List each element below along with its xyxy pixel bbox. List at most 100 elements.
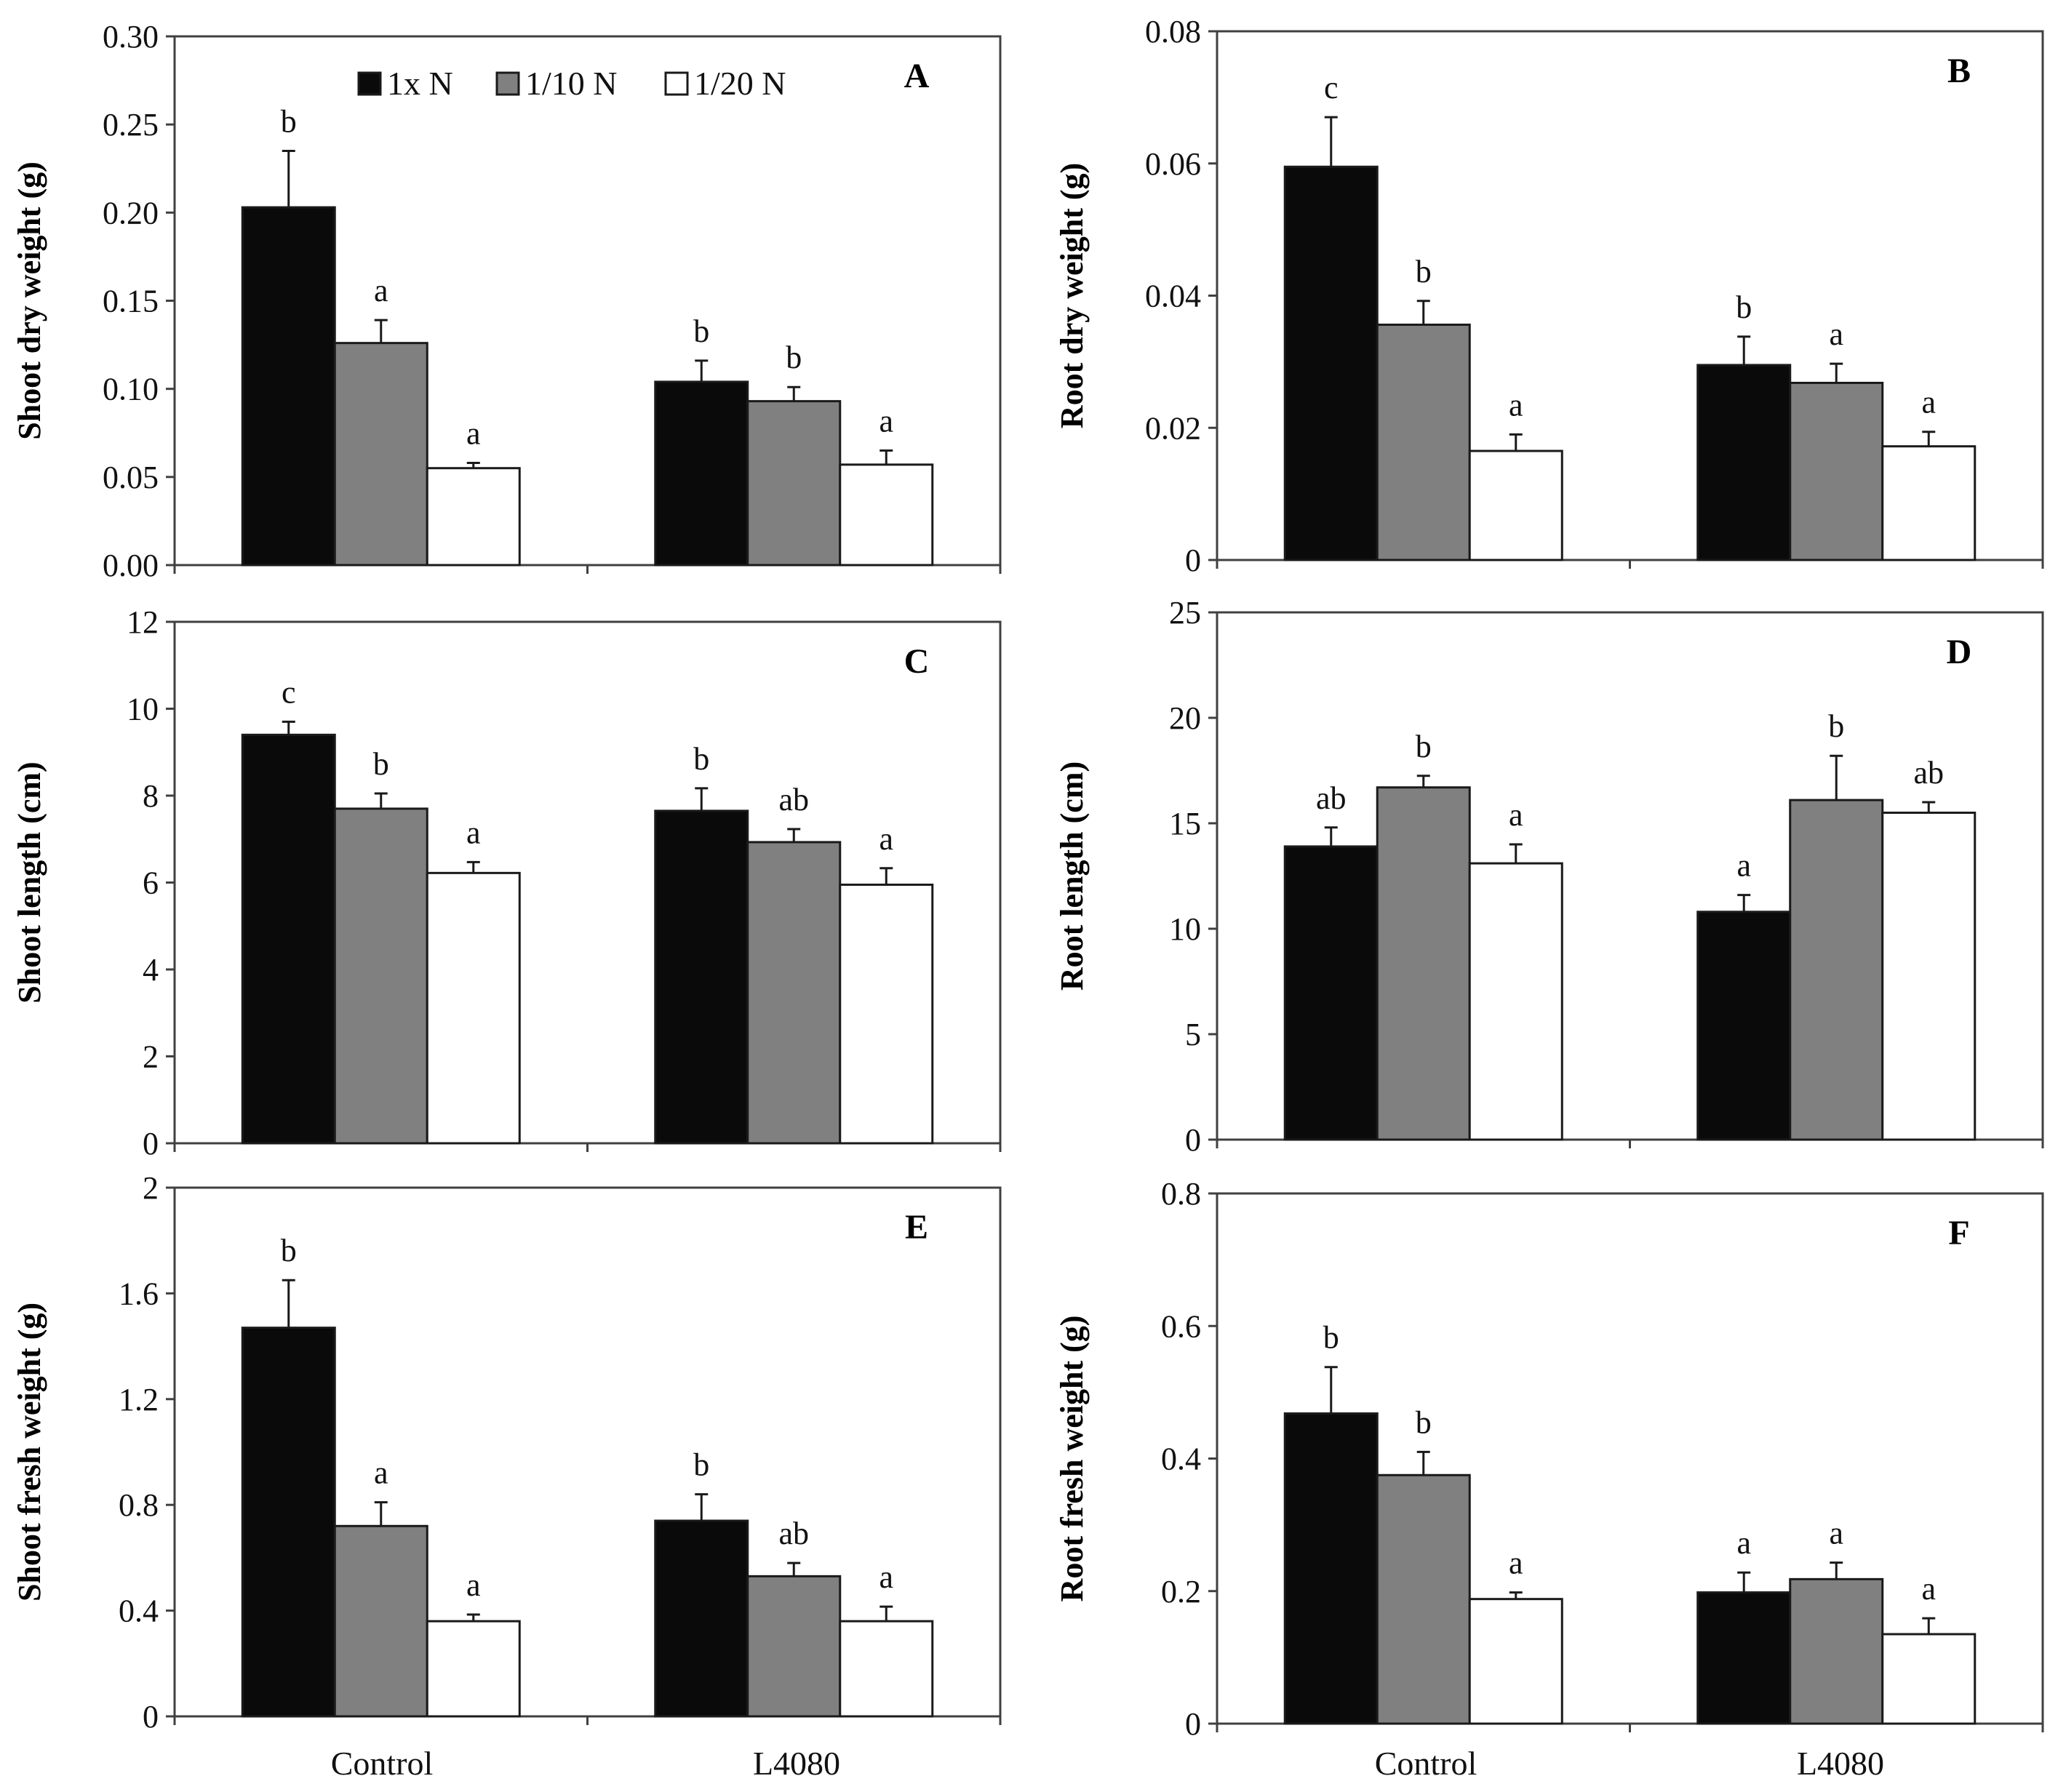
panel-d-significance-letter: ab — [1913, 755, 1944, 791]
panel-c-significance-letter: b — [693, 741, 709, 777]
panel-e-y-tick-label: 1.2 — [119, 1382, 159, 1417]
panel-c-letter: C — [904, 642, 930, 681]
panel-e-y-tick-label: 1.6 — [119, 1276, 159, 1311]
panel-f-significance-letter: a — [1921, 1571, 1936, 1607]
panel-d-bar — [1696, 911, 1792, 1141]
panel-d-y-tick-label: 20 — [1169, 700, 1201, 736]
panel-b-significance-letter: a — [1509, 387, 1523, 423]
panel-f-significance-letter: a — [1736, 1525, 1751, 1561]
panel-b-y-tick-label: 0.04 — [1145, 279, 1201, 314]
panel-f-bar — [1789, 1577, 1884, 1725]
panel-d-y-axis-title: Root length (cm) — [1054, 761, 1090, 991]
panel-e-significance-letter: a — [879, 1559, 893, 1595]
panel-b-bar — [1376, 323, 1471, 561]
panel-f-y-tick-label: 0.4 — [1161, 1441, 1201, 1477]
panel-f-significance-letter: a — [1509, 1545, 1523, 1581]
panel-c-y-tick-label: 12 — [127, 604, 159, 640]
panel-c-bar — [426, 871, 521, 1145]
panel-b-significance-letter: a — [1921, 385, 1936, 420]
panel-d-letter: D — [1947, 633, 1972, 671]
panel-e-y-axis-title: Shoot fresh weight (g) — [12, 1303, 47, 1601]
panel-e-letter: E — [905, 1208, 928, 1247]
panel-b-bar — [1468, 449, 1563, 561]
panel-a-significance-letter: a — [879, 403, 893, 439]
panel-f-y-tick-label: 0 — [1185, 1706, 1201, 1742]
panel-d-significance-letter: a — [1509, 797, 1523, 833]
panel-c-bar — [746, 841, 842, 1145]
x-category-l4080-right: L4080 — [1797, 1745, 1884, 1782]
legend-label-1x-n: 1x N — [387, 65, 453, 102]
panel-c-significance-letter: c — [282, 674, 296, 710]
panel-c-y-tick-label: 8 — [143, 778, 159, 814]
panel-a-y-tick-label: 0.15 — [103, 284, 159, 319]
panel-f-bar — [1468, 1598, 1563, 1725]
panel-f-y-tick-label: 0.8 — [1161, 1176, 1201, 1212]
panel-d-bar — [1881, 812, 1977, 1141]
panel-b-y-tick-label: 0.02 — [1145, 410, 1201, 446]
panel-a-y-tick-label: 0.10 — [103, 372, 159, 407]
panel-a-y-axis-title: Shoot dry weight (g) — [12, 161, 47, 440]
panel-d-bar — [1789, 799, 1884, 1141]
panel-d-bar — [1468, 862, 1563, 1141]
panel-e-significance-letter: a — [374, 1455, 388, 1491]
panel-c-significance-letter: b — [373, 746, 389, 782]
panel-f-significance-letter: b — [1323, 1320, 1339, 1356]
panel-b-significance-letter: c — [1324, 70, 1339, 105]
panel-a-bar — [241, 206, 336, 567]
panel-a-bar — [746, 400, 842, 567]
panel-a-frame — [175, 35, 1002, 565]
panel-c-bar — [333, 807, 428, 1145]
panel-a-bar — [654, 380, 749, 567]
panel-f-significance-letter: a — [1829, 1516, 1843, 1551]
x-category-control-left: Control — [331, 1745, 434, 1782]
panel-b-significance-letter: b — [1736, 289, 1752, 325]
panel-a-y-tick-label: 0.00 — [103, 548, 159, 583]
panel-e-y-tick-label: 2 — [143, 1170, 159, 1206]
legend-swatch-1x-n — [357, 71, 382, 96]
panel-c-bar — [654, 809, 749, 1145]
panel-b-letter: B — [1947, 52, 1971, 90]
panel-a-bar — [426, 467, 521, 567]
panel-d-significance-letter: b — [1416, 729, 1432, 764]
panel-c-bar — [839, 883, 934, 1145]
panel-d-y-tick-label: 10 — [1169, 911, 1201, 947]
panel-f-bar — [1283, 1412, 1379, 1725]
panel-f-bar — [1376, 1473, 1471, 1725]
panel-b-significance-letter: b — [1416, 254, 1432, 289]
panel-a-bar — [333, 342, 428, 567]
panel-d-bar — [1283, 845, 1379, 1141]
panel-e-significance-letter: b — [693, 1447, 709, 1483]
panel-a-significance-letter: a — [374, 273, 388, 308]
panel-c-y-axis-title: Shoot length (cm) — [12, 761, 47, 1003]
legend: 1x N 1/10 N 1/20 N — [357, 65, 786, 102]
panel-d-y-tick-label: 15 — [1169, 806, 1201, 841]
panel-e-y-tick-label: 0.8 — [119, 1487, 159, 1523]
panel-d-y-tick-label: 25 — [1169, 595, 1201, 631]
panel-a-y-tick-label: 0.25 — [103, 107, 159, 143]
legend-label-1-10-n: 1/10 N — [525, 65, 618, 102]
panel-b-significance-letter: a — [1829, 316, 1843, 352]
panel-e-significance-letter: ab — [778, 1516, 809, 1551]
panel-b-bar — [1283, 165, 1379, 561]
panel-e-bar — [241, 1327, 336, 1718]
panel-d-frame — [1217, 611, 2044, 1140]
panel-e-significance-letter: b — [281, 1233, 297, 1268]
panel-c-y-tick-label: 6 — [143, 865, 159, 901]
panel-b-y-tick-label: 0.08 — [1145, 14, 1201, 49]
panel-c-significance-letter: a — [879, 821, 893, 857]
panel-d-significance-letter: ab — [1316, 780, 1347, 816]
x-category-control-right: Control — [1375, 1745, 1477, 1782]
panel-d-bar — [1376, 786, 1471, 1141]
panel-a-significance-letter: b — [786, 340, 802, 375]
panel-a-y-tick-label: 0.30 — [103, 19, 159, 55]
panel-c-frame — [175, 620, 1002, 1143]
panel-a-significance-letter: b — [281, 104, 297, 140]
panel-f-significance-letter: b — [1416, 1404, 1432, 1440]
panel-c-y-tick-label: 10 — [127, 692, 159, 727]
panel-d-significance-letter: a — [1736, 848, 1751, 884]
panel-b-y-tick-label: 0.06 — [1145, 146, 1201, 182]
panel-a-bar — [839, 463, 934, 567]
panel-c-y-tick-label: 4 — [143, 952, 159, 988]
legend-swatch-1-10-n — [495, 71, 520, 96]
